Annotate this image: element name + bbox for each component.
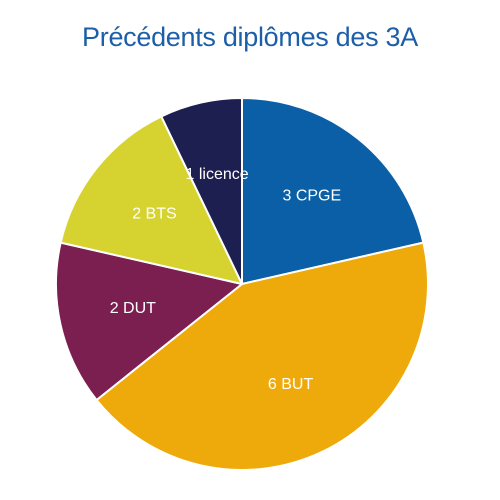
pie-slice-cpge <box>241 97 425 285</box>
pie-slice-bts <box>59 115 243 285</box>
slice-label-licence: 1 licence <box>186 166 249 183</box>
slice-label-bts: 2 BTS <box>132 205 176 222</box>
chart-title: Précédents diplômes des 3A <box>82 22 418 52</box>
pie-slice-licence <box>160 97 243 285</box>
pie-slices <box>55 97 429 472</box>
slice-label-cpge: 3 CPGE <box>282 188 341 205</box>
pie-labels: 3 CPGE 6 BUT 2 DUT 2 BTS 1 licence <box>110 166 341 393</box>
slice-label-but: 6 BUT <box>268 376 314 393</box>
slice-label-dut: 2 DUT <box>110 300 156 317</box>
pie-slice-but <box>95 241 429 472</box>
pie-slice-dut <box>55 241 243 401</box>
